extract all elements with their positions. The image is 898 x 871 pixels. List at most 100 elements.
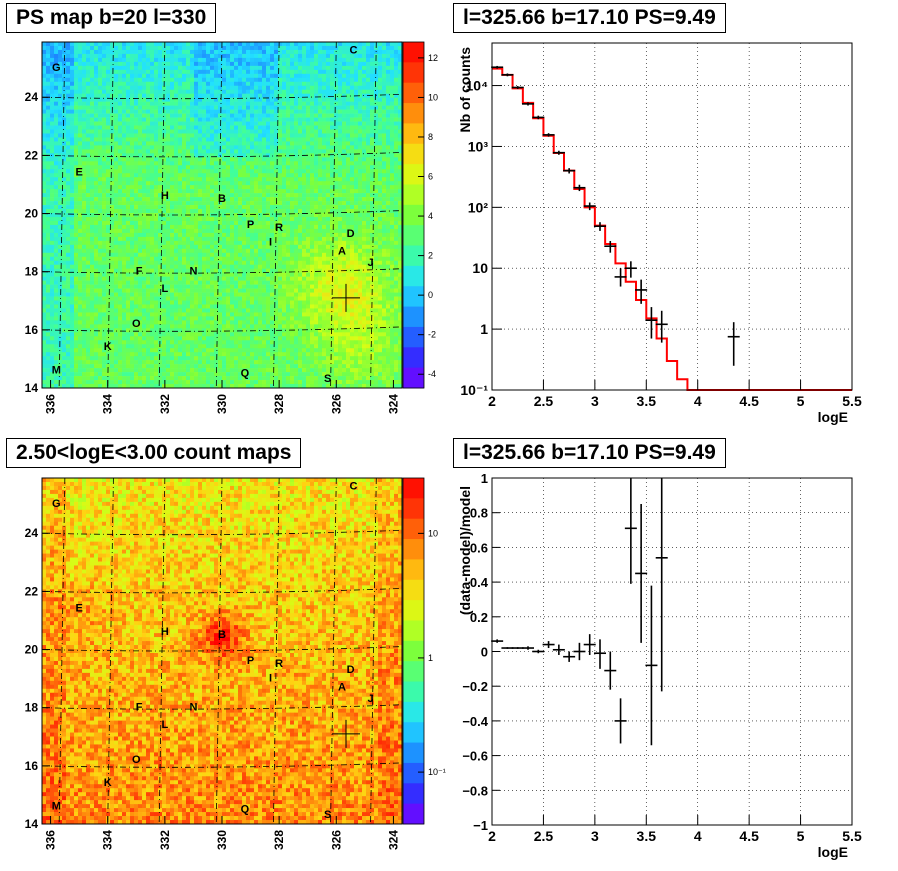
heatmap-cell <box>382 197 387 202</box>
heatmap-cell <box>314 141 319 146</box>
heatmap-cell <box>246 121 251 126</box>
heatmap-cell <box>398 101 403 106</box>
heatmap-cell <box>82 65 87 71</box>
heatmap-cell <box>350 113 355 118</box>
heatmap-cell <box>210 129 215 134</box>
heatmap-cell <box>78 165 83 170</box>
heatmap-cell <box>190 73 195 79</box>
heatmap-cell <box>326 109 331 114</box>
heatmap-cell <box>238 224 243 230</box>
heatmap-cell <box>166 236 171 242</box>
heatmap-cell <box>66 65 71 71</box>
heatmap-cell <box>190 165 195 170</box>
heatmap-cell <box>286 121 291 126</box>
heatmap-cell <box>214 89 219 94</box>
heatmap-cell <box>122 193 127 198</box>
heatmap-cell <box>390 49 395 55</box>
heatmap-cell <box>114 117 119 122</box>
heatmap-cell <box>342 141 347 146</box>
heatmap-cell <box>262 228 267 234</box>
heatmap-cell <box>50 141 55 146</box>
heatmap-cell <box>358 69 363 75</box>
heatmap-cell <box>310 121 315 126</box>
heatmap-cell <box>226 181 231 186</box>
heatmap-cell <box>142 153 147 158</box>
heatmap-cell <box>342 137 347 142</box>
heatmap-cell <box>134 113 139 118</box>
heatmap-cell <box>114 57 119 63</box>
heatmap-cell <box>234 137 239 142</box>
heatmap-cell <box>370 248 375 254</box>
heatmap-cell <box>270 149 275 154</box>
heatmap-cell <box>94 137 99 142</box>
heatmap-cell <box>218 113 223 118</box>
heatmap-cell <box>298 81 303 87</box>
heatmap-cell <box>42 197 47 202</box>
heatmap-cell <box>350 213 355 218</box>
heatmap-cell <box>170 236 175 242</box>
heatmap-cell <box>278 232 283 238</box>
heatmap-cell <box>130 49 135 55</box>
heatmap-cell <box>346 85 351 91</box>
heatmap-cell <box>158 189 163 194</box>
heatmap-cell <box>254 61 259 67</box>
heatmap-cell <box>194 97 199 102</box>
heatmap-cell <box>330 89 335 94</box>
heatmap-cell <box>266 89 271 94</box>
heatmap-cell <box>214 117 219 122</box>
heatmap-cell <box>82 69 87 75</box>
heatmap-cell <box>70 157 75 162</box>
heatmap-cell <box>166 220 171 226</box>
heatmap-cell <box>274 252 279 258</box>
heatmap-cell <box>370 232 375 238</box>
heatmap-cell <box>322 216 327 222</box>
heatmap-cell <box>302 161 307 166</box>
heatmap-cell <box>134 181 139 186</box>
heatmap-cell <box>46 177 51 182</box>
heatmap-cell <box>262 65 267 71</box>
heatmap-cell <box>246 228 251 234</box>
heatmap-cell <box>326 248 331 254</box>
heatmap-cell <box>134 248 139 254</box>
heatmap-cell <box>326 81 331 87</box>
heatmap-cell <box>194 129 199 134</box>
heatmap-cell <box>214 61 219 67</box>
heatmap-cell <box>378 93 383 98</box>
heatmap-cell <box>290 121 295 126</box>
heatmap-cell <box>310 97 315 102</box>
heatmap-cell <box>210 169 215 174</box>
heatmap-cell <box>154 240 159 246</box>
heatmap-cell <box>350 197 355 202</box>
heatmap-cell <box>330 141 335 146</box>
heatmap-cell <box>378 49 383 55</box>
heatmap-cell <box>162 236 167 242</box>
heatmap-cell <box>330 240 335 246</box>
heatmap-cell <box>226 53 231 59</box>
heatmap-cell <box>254 224 259 230</box>
heatmap-cell <box>114 205 119 210</box>
heatmap-cell <box>270 157 275 162</box>
heatmap-cell <box>346 256 351 262</box>
heatmap-cell <box>262 220 267 226</box>
heatmap-cell <box>194 216 199 222</box>
heatmap-cell <box>66 105 71 110</box>
heatmap-cell <box>310 201 315 206</box>
heatmap-cell <box>102 193 107 198</box>
heatmap-cell <box>286 173 291 178</box>
heatmap-cell <box>234 113 239 118</box>
heatmap-cell <box>158 256 163 262</box>
heatmap-cell <box>302 256 307 262</box>
heatmap-cell <box>378 157 383 162</box>
heatmap-cell <box>330 244 335 250</box>
heatmap-cell <box>158 205 163 210</box>
heatmap-cell <box>250 81 255 87</box>
heatmap-cell <box>322 85 327 91</box>
heatmap-cell <box>382 69 387 75</box>
heatmap-cell <box>210 97 215 102</box>
heatmap-cell <box>262 232 267 238</box>
heatmap-cell <box>390 125 395 130</box>
heatmap-cell <box>346 165 351 170</box>
heatmap-cell <box>286 205 291 210</box>
heatmap-cell <box>390 141 395 146</box>
heatmap-cell <box>146 169 151 174</box>
